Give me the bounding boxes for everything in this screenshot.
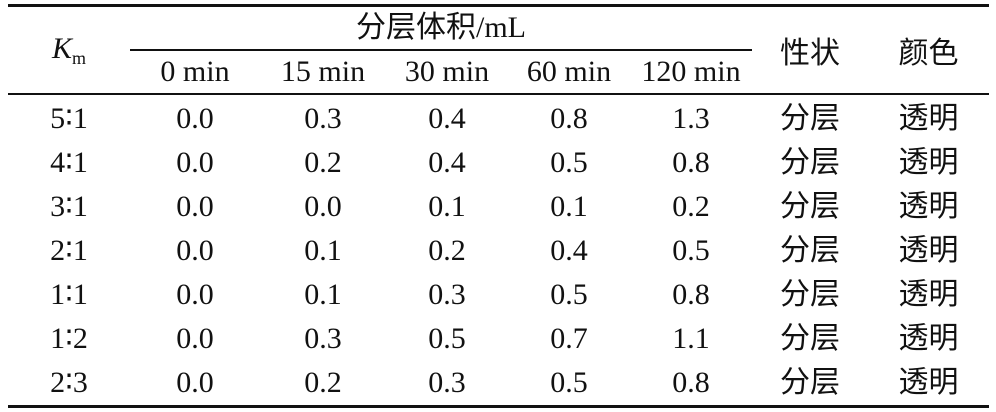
time-header-15: 15 min: [260, 49, 386, 95]
value-cell: 0.2: [428, 234, 466, 267]
value-cell: 0.5: [550, 146, 588, 179]
value-cell: 0.2: [672, 190, 710, 223]
character-cell: 分层: [752, 361, 868, 408]
value-cell: 0.7: [550, 322, 588, 355]
km-cell: 1∶1: [50, 278, 88, 311]
color-cell: 透明: [898, 102, 959, 135]
value-cell: 0.8: [550, 102, 588, 135]
value-cell: 0.8: [672, 146, 710, 179]
table-row: 5∶1 0.0 0.3 0.4 0.8 1.3 分层 透明: [8, 94, 989, 141]
table-row: 1∶1 0.0 0.1 0.3 0.5 0.8 分层 透明: [8, 273, 989, 317]
value-cell: 0.1: [428, 190, 466, 223]
character-cell: 分层: [780, 102, 840, 135]
color-header: 颜色: [868, 4, 989, 95]
km-subscript: m: [72, 47, 87, 68]
value-cell: 0.3: [304, 102, 342, 135]
value-cell: 0.5: [428, 322, 466, 355]
table-body: 5∶1 0.0 0.3 0.4 0.8 1.3 分层 透明 4∶1 0.0 0.…: [8, 94, 989, 408]
value-cell: 0.5: [672, 234, 710, 267]
value-cell: 0.5: [550, 278, 588, 311]
value-cell: 0.3: [428, 278, 466, 311]
value-cell: 0.5: [508, 361, 630, 408]
km-symbol: K: [51, 31, 72, 65]
value-cell: 0.4: [428, 102, 466, 135]
color-cell: 透明: [898, 190, 959, 223]
value-cell: 0.1: [550, 190, 588, 223]
km-cell: 5∶1: [50, 102, 88, 135]
km-cell: 3∶1: [50, 190, 88, 223]
color-cell: 透明: [898, 146, 959, 179]
km-cell: 2∶3: [8, 361, 130, 408]
value-cell: 0.8: [672, 278, 710, 311]
color-cell: 透明: [898, 234, 959, 267]
character-cell: 分层: [780, 146, 840, 179]
value-cell: 0.0: [130, 361, 260, 408]
character-cell: 分层: [780, 278, 840, 311]
value-cell: 0.1: [304, 234, 342, 267]
character-cell: 分层: [780, 322, 840, 355]
value-cell: 0.0: [176, 234, 214, 267]
value-cell: 0.8: [630, 361, 752, 408]
value-cell: 0.0: [176, 190, 214, 223]
time-header-0: 0 min: [130, 49, 260, 95]
time-header-120: 120 min: [630, 49, 752, 95]
character-cell: 分层: [780, 234, 840, 267]
km-cell: 4∶1: [50, 146, 88, 179]
value-cell: 0.1: [304, 278, 342, 311]
value-cell: 1.3: [672, 102, 710, 135]
value-cell: 0.4: [428, 146, 466, 179]
value-cell: 0.0: [176, 322, 214, 355]
table-row: 4∶1 0.0 0.2 0.4 0.5 0.8 分层 透明: [8, 141, 989, 185]
value-cell: 0.3: [386, 361, 508, 408]
value-cell: 0.0: [176, 146, 214, 179]
km-header: Km: [8, 4, 130, 95]
value-cell: 0.2: [260, 361, 386, 408]
table-row: 2∶3 0.0 0.2 0.3 0.5 0.8 分层 透明: [8, 361, 989, 408]
color-cell: 透明: [898, 278, 959, 311]
table-row: 2∶1 0.0 0.1 0.2 0.4 0.5 分层 透明: [8, 229, 989, 273]
km-cell: 2∶1: [50, 234, 88, 267]
value-cell: 0.4: [550, 234, 588, 267]
table-row: 1∶2 0.0 0.3 0.5 0.7 1.1 分层 透明: [8, 317, 989, 361]
time-header-60: 60 min: [508, 49, 630, 95]
value-cell: 0.3: [304, 322, 342, 355]
layer-volume-group-header: 分层体积/mL: [130, 4, 752, 50]
km-cell: 1∶2: [50, 322, 88, 355]
value-cell: 1.1: [672, 322, 710, 355]
character-cell: 分层: [780, 190, 840, 223]
value-cell: 0.2: [304, 146, 342, 179]
table-row: 3∶1 0.0 0.0 0.1 0.1 0.2 分层 透明: [8, 185, 989, 229]
color-cell: 透明: [868, 361, 989, 408]
value-cell: 0.0: [176, 278, 214, 311]
stratification-table: Km 分层体积/mL 性状 颜色 0 min 15 min 30 min 60 …: [8, 4, 989, 408]
character-header: 性状: [752, 4, 868, 95]
value-cell: 0.0: [176, 102, 214, 135]
color-cell: 透明: [898, 322, 959, 355]
time-header-30: 30 min: [386, 49, 508, 95]
value-cell: 0.0: [304, 190, 342, 223]
table-header: Km 分层体积/mL 性状 颜色 0 min 15 min 30 min 60 …: [8, 4, 989, 95]
